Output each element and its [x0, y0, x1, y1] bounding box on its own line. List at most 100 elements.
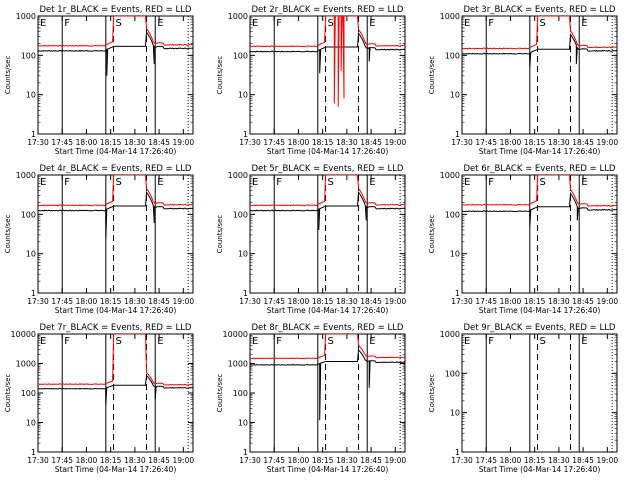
- x-tick-label: 18:15: [312, 297, 334, 306]
- panel-det-4: Det 4r_BLACK = Events, RED = LLD 1 10 100 10…: [4, 164, 194, 315]
- plot-frame: [249, 15, 406, 135]
- x-tick-label: 18:30: [548, 138, 570, 147]
- y-tick-label: 10000: [11, 330, 36, 339]
- panel-det-3: Det 3r_BLACK = Events, RED = LLD 1 10 100 10…: [428, 5, 618, 156]
- panel-det-8: Det 8r_BLACK = Events, RED = LLD 1 10 100 10…: [216, 323, 406, 474]
- black-series-line: [38, 190, 193, 239]
- y-tick-label: 100: [21, 389, 36, 398]
- x-tick-label: 17:30: [451, 297, 473, 306]
- x-tick-label: 18:15: [100, 138, 122, 147]
- plot-title: Det 8r_BLACK = Events, RED = LLD: [252, 323, 404, 333]
- x-tick-label: 17:45: [475, 456, 497, 465]
- y-tick-label: 1000: [228, 12, 248, 21]
- panel-det-6: Det 6r_BLACK = Events, RED = LLD 1 10 100 10…: [428, 164, 618, 315]
- y-tick-label: 10000: [223, 330, 248, 339]
- y-tick-label: 10: [238, 419, 248, 428]
- x-tick-label: 17:45: [263, 297, 285, 306]
- x-tick-label: 19:00: [385, 456, 407, 465]
- black-series-line: [250, 348, 405, 421]
- event-marker-label: E: [464, 177, 470, 188]
- plot-title: Det 3r_BLACK = Events, RED = LLD: [464, 5, 616, 15]
- x-tick-label: 18:15: [524, 138, 546, 147]
- y-axis-label: Counts/sec: [216, 374, 224, 413]
- plot-title: Det 6r_BLACK = Events, RED = LLD: [464, 164, 616, 174]
- red-series-line: [250, 16, 405, 107]
- event-marker-label: S: [116, 18, 122, 29]
- plot-frame: [461, 333, 618, 453]
- x-tick-label: 18:00: [288, 456, 310, 465]
- event-marker-label: F: [64, 177, 70, 188]
- event-marker-label: S: [540, 177, 546, 188]
- x-tick-label: 17:30: [239, 297, 261, 306]
- y-axis-label: Counts/sec: [216, 215, 224, 254]
- black-series-line: [38, 30, 193, 76]
- red-series-line: [38, 334, 193, 386]
- red-series-line: [38, 175, 193, 207]
- x-axis-label: Start Time (04-Mar-14 17:26:40): [267, 306, 389, 315]
- red-series-line: [462, 175, 617, 207]
- x-tick-label: 19:00: [173, 456, 195, 465]
- y-tick-label: 1: [243, 130, 248, 139]
- x-tick-label: 18:00: [288, 297, 310, 306]
- event-marker-label: F: [64, 336, 70, 347]
- event-marker-label: E: [252, 177, 258, 188]
- y-tick-label: 100: [233, 51, 248, 60]
- event-marker-label: E: [369, 336, 375, 347]
- panel-det-9: Det 9r_BLACK = Events, RED = LLD 1 10 100 10…: [428, 323, 618, 474]
- plot-frame: [461, 15, 618, 135]
- x-tick-label: 18:30: [124, 138, 146, 147]
- red-series-line: [250, 175, 405, 207]
- plot-frame: [249, 174, 406, 294]
- y-tick-label: 1: [243, 289, 248, 298]
- x-tick-label: 18:00: [500, 138, 522, 147]
- x-axis-label: Start Time (04-Mar-14 17:26:40): [479, 147, 601, 156]
- x-tick-label: 18:30: [548, 297, 570, 306]
- x-tick-label: 18:30: [124, 297, 146, 306]
- y-tick-label: 1: [243, 448, 248, 457]
- event-marker-label: F: [276, 177, 282, 188]
- y-tick-label: 1000: [228, 171, 248, 180]
- x-tick-label: 19:00: [173, 138, 195, 147]
- y-axis-label: Counts/sec: [428, 56, 436, 95]
- black-series-line: [250, 31, 405, 74]
- x-tick-label: 17:45: [51, 297, 73, 306]
- event-marker-label: E: [40, 177, 46, 188]
- y-tick-label: 10: [238, 91, 248, 100]
- y-tick-label: 10: [238, 250, 248, 259]
- event-marker-label: S: [116, 177, 122, 188]
- y-tick-label: 1: [455, 448, 460, 457]
- black-series-line: [462, 192, 617, 227]
- x-tick-label: 18:45: [572, 138, 594, 147]
- event-marker-label: S: [116, 336, 122, 347]
- x-tick-label: 18:00: [500, 297, 522, 306]
- x-tick-label: 18:00: [76, 138, 98, 147]
- x-tick-label: 19:00: [385, 297, 407, 306]
- event-marker-label: E: [369, 18, 375, 29]
- x-tick-label: 18:15: [524, 297, 546, 306]
- x-tick-label: 18:45: [148, 138, 170, 147]
- event-marker-label: E: [581, 336, 587, 347]
- event-marker-label: E: [464, 18, 470, 29]
- red-series-line: [250, 334, 405, 360]
- red-series-line: [462, 16, 617, 50]
- y-tick-label: 100: [445, 210, 460, 219]
- y-tick-label: 10: [26, 250, 36, 259]
- x-tick-label: 18:15: [312, 456, 334, 465]
- y-tick-label: 10: [450, 409, 460, 418]
- x-tick-label: 18:45: [148, 456, 170, 465]
- x-tick-label: 18:30: [336, 456, 358, 465]
- x-tick-label: 17:45: [475, 297, 497, 306]
- plot-title: Det 1r_BLACK = Events, RED = LLD: [40, 5, 192, 15]
- y-tick-label: 100: [21, 51, 36, 60]
- event-marker-label: E: [157, 18, 163, 29]
- y-tick-label: 10: [450, 250, 460, 259]
- event-marker-label: E: [252, 18, 258, 29]
- x-axis-label: Start Time (04-Mar-14 17:26:40): [55, 465, 177, 474]
- event-marker-label: F: [488, 177, 494, 188]
- event-marker-label: F: [488, 336, 494, 347]
- x-tick-label: 18:00: [500, 456, 522, 465]
- x-tick-label: 18:00: [76, 297, 98, 306]
- plot-title: Det 5r_BLACK = Events, RED = LLD: [252, 164, 404, 174]
- y-axis-label: Counts/sec: [428, 374, 436, 413]
- x-axis-label: Start Time (04-Mar-14 17:26:40): [267, 465, 389, 474]
